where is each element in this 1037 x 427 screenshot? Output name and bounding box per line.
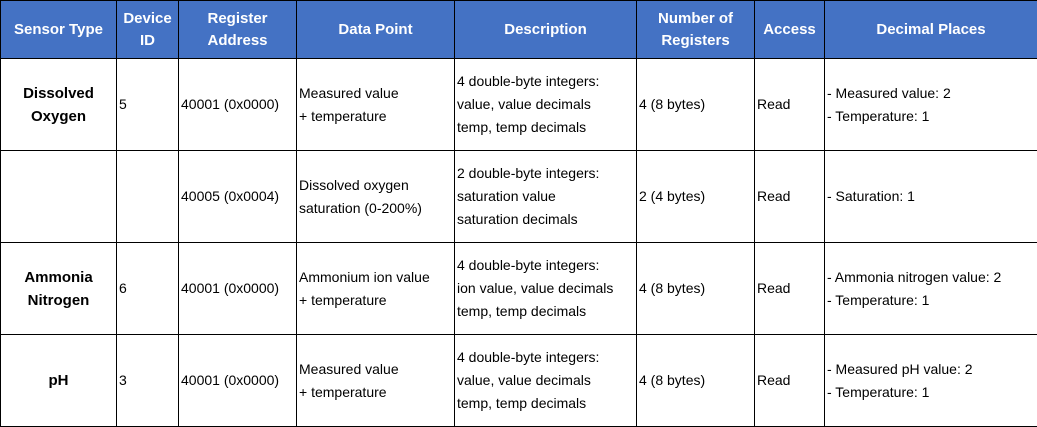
cell-line: - Ammonia nitrogen value: 2 [827, 268, 1002, 285]
cell-decimal-places: - Measured pH value: 2 - Temperature: 1 [824, 334, 1037, 427]
cell-line: - Measured pH value: 2 [827, 360, 973, 377]
cell-line: value, value decimals [457, 372, 591, 388]
cell-line: Dissolved oxygen [299, 176, 409, 193]
cell-registers: 4 (8 bytes) [636, 58, 755, 151]
column-header: Device ID [116, 0, 179, 59]
cell-line: Dissolved [23, 84, 94, 102]
cell-description: 4 double-byte integers: value, value deci… [454, 334, 637, 427]
cell-line: pH [48, 372, 69, 389]
cell-line: - Temperature: 1 [827, 291, 930, 308]
cell-line: Ammonia [24, 268, 93, 286]
cell-device-id: 3 [116, 334, 179, 427]
cell-text: 40001 (0x0000) [181, 96, 280, 112]
cell-access: Read [754, 58, 825, 151]
cell-line: ion value, value decimals [457, 280, 614, 296]
cell-text: Read [757, 280, 791, 296]
cell-data-point: Dissolved oxygen saturation (0-200%) [296, 150, 455, 243]
table-body: Dissolved Oxygen 5 40001 (0x0000) Measured v… [0, 58, 1037, 427]
table-row: Dissolved Oxygen 5 40001 (0x0000) Measured v… [0, 58, 1037, 151]
column-header: Number of Registers [636, 0, 755, 59]
header-row: Sensor Type Device ID Register Address Data… [0, 0, 1037, 59]
cell-data-point: Measured value + temperature [296, 58, 455, 151]
cell-text: Read [757, 96, 791, 112]
cell-device-id [116, 150, 179, 243]
cell-registers: 2 (4 bytes) [636, 150, 755, 243]
cell-line: Measured value [299, 84, 399, 101]
cell-line: + temperature [299, 383, 387, 400]
cell-line: saturation (0-200%) [299, 199, 422, 216]
cell-text: Read [757, 372, 791, 388]
cell-sensor-type: pH [0, 334, 117, 427]
column-header: Decimal Places [824, 0, 1037, 59]
cell-line: - Saturation: 1 [827, 188, 915, 204]
cell-line: 4 double-byte integers: [457, 349, 600, 365]
cell-data-point: Measured value + temperature [296, 334, 455, 427]
cell-line: Ammonium ion value [299, 268, 430, 285]
cell-device-id: 6 [116, 242, 179, 335]
cell-line: - Measured value: 2 [827, 84, 951, 101]
table-row: 40005 (0x0004) Dissolved oxygen saturation… [0, 150, 1037, 243]
cell-sensor-type: Ammonia Nitrogen [0, 242, 117, 335]
cell-text: 5 [119, 96, 127, 112]
cell-line: - Temperature: 1 [827, 107, 930, 124]
cell-line: value, value decimals [457, 96, 591, 112]
cell-sensor-type [0, 150, 117, 243]
table-header: Sensor Type Device ID Register Address Data… [0, 0, 1037, 59]
cell-line: Nitrogen [27, 291, 90, 309]
cell-line: 2 double-byte integers: [457, 165, 600, 181]
cell-device-id: 5 [116, 58, 179, 151]
table-row: Ammonia Nitrogen 6 40001 (0x0000) Ammonium i… [0, 242, 1037, 335]
cell-text: 6 [119, 280, 127, 296]
cell-line: saturation value [457, 188, 556, 204]
cell-line: 4 double-byte integers: [457, 257, 600, 273]
cell-decimal-places: - Ammonia nitrogen value: 2 - Temperature… [824, 242, 1037, 335]
cell-line: Oxygen [30, 107, 87, 125]
cell-text: 4 (8 bytes) [639, 280, 706, 296]
cell-text: 40005 (0x0004) [181, 188, 280, 204]
cell-data-point: Ammonium ion value + temperature [296, 242, 455, 335]
cell-access: Read [754, 150, 825, 243]
cell-sensor-type: Dissolved Oxygen [0, 58, 117, 151]
cell-text: 2 (4 bytes) [639, 188, 706, 204]
cell-line: + temperature [299, 291, 387, 308]
cell-line: + temperature [299, 107, 387, 124]
cell-line: temp, temp decimals [457, 395, 587, 411]
cell-text: 40001 (0x0000) [181, 280, 280, 296]
cell-text: 40001 (0x0000) [181, 372, 280, 388]
cell-register-address: 40001 (0x0000) [178, 334, 297, 427]
column-header: Register Address [178, 0, 297, 59]
table-row: pH 3 40001 (0x0000) Measured value + tempera… [0, 334, 1037, 427]
column-header: Access [754, 0, 825, 59]
column-header: Data Point [296, 0, 455, 59]
cell-register-address: 40005 (0x0004) [178, 150, 297, 243]
cell-line: Measured value [299, 360, 399, 377]
cell-line: temp, temp decimals [457, 119, 587, 135]
cell-text: 3 [119, 372, 127, 388]
cell-line: 4 double-byte integers: [457, 73, 600, 89]
cell-decimal-places: - Saturation: 1 [824, 150, 1037, 243]
cell-text: 4 (8 bytes) [639, 96, 706, 112]
cell-registers: 4 (8 bytes) [636, 334, 755, 427]
cell-text: Read [757, 188, 791, 204]
cell-line: saturation decimals [457, 211, 578, 227]
cell-registers: 4 (8 bytes) [636, 242, 755, 335]
cell-access: Read [754, 334, 825, 427]
cell-register-address: 40001 (0x0000) [178, 242, 297, 335]
column-header: Description [454, 0, 637, 59]
column-header: Sensor Type [0, 0, 117, 59]
cell-line: - Temperature: 1 [827, 383, 930, 400]
cell-description: 4 double-byte integers: ion value, value … [454, 242, 637, 335]
cell-decimal-places: - Measured value: 2 - Temperature: 1 [824, 58, 1037, 151]
cell-access: Read [754, 242, 825, 335]
cell-line: temp, temp decimals [457, 303, 587, 319]
cell-text: 4 (8 bytes) [639, 372, 706, 388]
cell-description: 4 double-byte integers: value, value deci… [454, 58, 637, 151]
cell-register-address: 40001 (0x0000) [178, 58, 297, 151]
cell-description: 2 double-byte integers: saturation value s… [454, 150, 637, 243]
